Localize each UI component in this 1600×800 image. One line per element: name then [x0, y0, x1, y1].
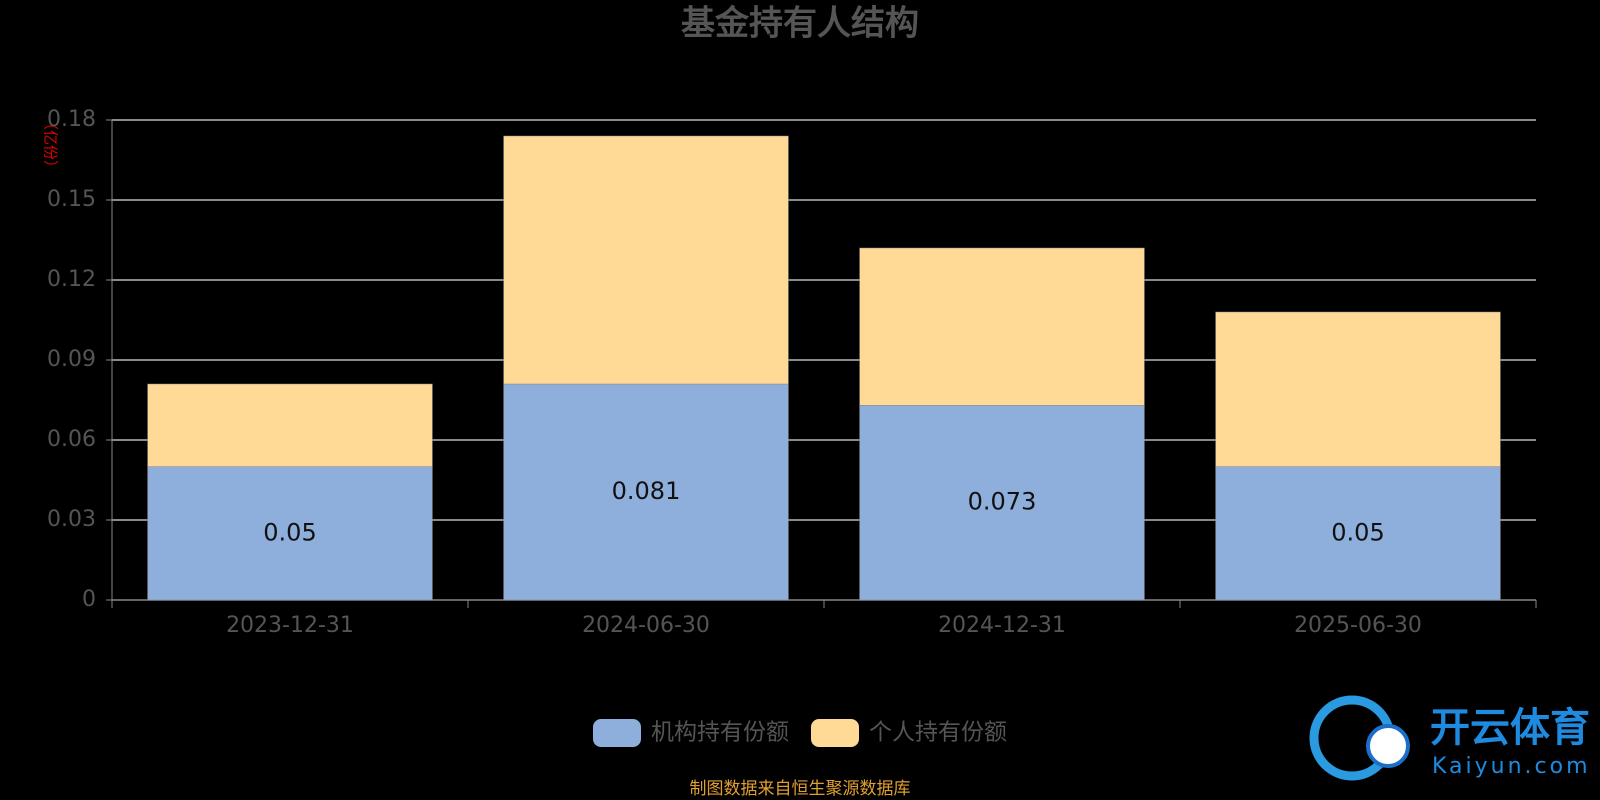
x-tick-label: 2025-06-30 — [1294, 613, 1422, 638]
y-tick-label: 0.09 — [47, 347, 96, 372]
data-label: 0.05 — [1331, 518, 1384, 546]
watermark: 开云体育 Kaiyun.com — [1309, 695, 1591, 781]
source-note: 制图数据来自恒生聚源数据库 — [690, 779, 911, 799]
legend-label: 个人持有份额 — [869, 720, 1007, 746]
bar-segment — [147, 383, 433, 467]
y-tick-label: 0.06 — [47, 427, 96, 452]
bar-segment — [503, 383, 789, 601]
legend-swatch — [811, 719, 859, 747]
bar-segment — [859, 247, 1145, 406]
legend-label: 机构持有份额 — [651, 720, 789, 746]
bar-segment — [1215, 466, 1501, 601]
bar-segment — [1215, 311, 1501, 467]
logo-ball — [1366, 724, 1410, 768]
data-label: 0.081 — [612, 477, 681, 505]
watermark-name: 开云体育 — [1430, 705, 1590, 751]
y-axis-label: （亿份） — [42, 115, 60, 175]
y-tick-label: 0.12 — [47, 267, 96, 292]
y-tick-label: 0.15 — [47, 187, 96, 212]
watermark-url: Kaiyun.com — [1432, 754, 1591, 779]
x-tick-label: 2024-06-30 — [582, 613, 710, 638]
y-tick-label: 0.18 — [47, 107, 96, 132]
legend-swatch — [593, 719, 641, 747]
bar-segment — [859, 405, 1145, 601]
data-label: 0.073 — [968, 488, 1037, 516]
bar-segment — [503, 135, 789, 385]
data-label: 0.05 — [263, 518, 316, 546]
chart-title: 基金持有人结构 — [681, 4, 919, 44]
legend: 机构持有份额 个人持有份额 — [593, 719, 1007, 747]
x-tick-label: 2024-12-31 — [938, 613, 1066, 638]
y-tick-label: 0 — [82, 587, 96, 612]
bar-segment — [147, 466, 433, 601]
x-tick-label: 2023-12-31 — [226, 613, 354, 638]
y-tick-label: 0.03 — [47, 507, 96, 532]
